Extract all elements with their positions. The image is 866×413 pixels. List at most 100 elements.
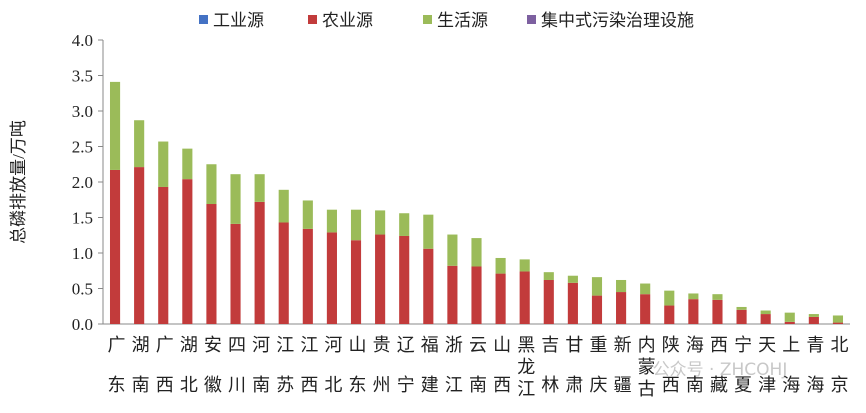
x-tick-label: 重庆 [586, 335, 607, 409]
legend-label: 集中式污染治理设施 [541, 11, 694, 31]
bar-segment [375, 210, 386, 235]
bar-segment [664, 305, 675, 324]
x-tick-label: 甘肃 [562, 335, 583, 409]
legend-swatch [527, 15, 536, 24]
y-axis-label: 总磷排放量/万吨 [9, 120, 28, 244]
bar-segment [616, 279, 627, 293]
bar-segment [664, 290, 675, 306]
x-tick-label: 广西 [153, 335, 174, 409]
y-tick-label: 1.5 [72, 209, 93, 228]
bar-segment [447, 234, 458, 266]
y-tick-label: 0.5 [72, 280, 93, 299]
watermark: 公众号 · ZHCOHJ [653, 360, 788, 380]
bar-segment [471, 238, 482, 267]
bar-segment [640, 294, 651, 324]
bar-segment [254, 174, 265, 202]
bar-segment [302, 200, 313, 229]
x-tick-label: 贵州 [370, 335, 391, 409]
bar-segment [543, 272, 554, 280]
x-tick-label: 内蒙古 [635, 335, 656, 401]
bar-segment [616, 292, 627, 324]
y-tick-label: 4.0 [72, 31, 93, 50]
legend-swatch [199, 15, 208, 24]
bar-segment [278, 189, 289, 223]
bar-segment [567, 282, 578, 324]
x-tick-label: 山西 [490, 335, 511, 409]
bar-segment [712, 299, 723, 324]
bar-segment [784, 312, 795, 322]
x-tick-label: 青海 [803, 335, 824, 409]
y-tick-label: 3.5 [72, 67, 93, 86]
y-tick-label: 0.0 [72, 315, 93, 334]
x-tick-label: 新疆 [611, 335, 632, 409]
bar-segment [134, 167, 145, 324]
x-tick-label: 黑龙江 [514, 335, 535, 401]
bar-segment [423, 248, 434, 324]
bar-segment [760, 314, 771, 324]
x-tick-label: 吉林 [538, 335, 559, 409]
x-tick-label: 西藏 [707, 335, 728, 409]
bar-segment [109, 169, 121, 324]
x-tick-label: 河北 [321, 335, 342, 409]
x-tick-label: 海南 [683, 335, 704, 409]
legend-label: 农业源 [322, 11, 373, 31]
x-tick-label: 山东 [346, 335, 367, 409]
bar-segment [375, 234, 386, 324]
bar-segment [736, 309, 747, 324]
bar-segment [736, 306, 747, 310]
x-tick-label: 宁夏 [731, 335, 752, 409]
bar-segment [206, 164, 217, 205]
legend-label: 工业源 [213, 11, 264, 31]
bar-segment [206, 204, 217, 324]
bar-segment [230, 174, 241, 224]
x-tick-label: 陕西 [659, 335, 680, 409]
bar-segment [109, 81, 121, 170]
x-tick-label: 广东 [105, 335, 126, 409]
bar-segment [399, 235, 410, 324]
y-tick-label: 1.0 [72, 244, 93, 263]
x-tick-label: 江苏 [273, 335, 294, 409]
bar-segment [254, 201, 265, 324]
bar-segment [326, 232, 337, 324]
legend-swatch [308, 15, 317, 24]
bar-segment [784, 321, 795, 324]
bar-segment [182, 148, 193, 180]
bar-segment [712, 294, 723, 300]
bar-segment [134, 120, 145, 168]
bar-segment [591, 277, 603, 296]
bar-segment [591, 295, 603, 324]
x-tick-label: 浙江 [442, 335, 463, 409]
bar-segment [230, 223, 241, 324]
x-tick-label: 上海 [779, 335, 800, 409]
bar-segment [640, 283, 651, 295]
bar-segment [495, 273, 506, 324]
x-tick-label: 江西 [297, 335, 318, 409]
y-tick-label: 2.0 [72, 173, 93, 192]
bar-segment [399, 213, 410, 236]
bar-segment [423, 214, 434, 249]
x-tick-label: 天津 [755, 335, 776, 409]
bar-segment [302, 228, 313, 324]
x-tick-label: 湖北 [177, 335, 198, 409]
bar-segment [519, 271, 530, 324]
bar-segment [158, 186, 169, 324]
bar-segment [447, 265, 458, 324]
bar-segment [808, 314, 819, 317]
bar-segment [350, 240, 362, 324]
bar-segment [543, 279, 554, 324]
bar-segment [808, 316, 819, 324]
x-tick-label: 福建 [418, 335, 439, 409]
x-tick-label: 辽宁 [394, 335, 415, 409]
bar-segment [760, 310, 771, 315]
bar-segment [350, 209, 362, 241]
bar-segment [182, 179, 193, 324]
legend-label: 生活源 [437, 11, 488, 31]
y-tick-label: 3.0 [72, 102, 93, 121]
bar-segment [158, 141, 169, 187]
x-tick-label: 河南 [249, 335, 270, 409]
x-tick-label: 湖南 [129, 335, 150, 409]
bar-segment [326, 209, 337, 233]
bar-segment [567, 275, 578, 283]
bar-segment [278, 222, 289, 324]
